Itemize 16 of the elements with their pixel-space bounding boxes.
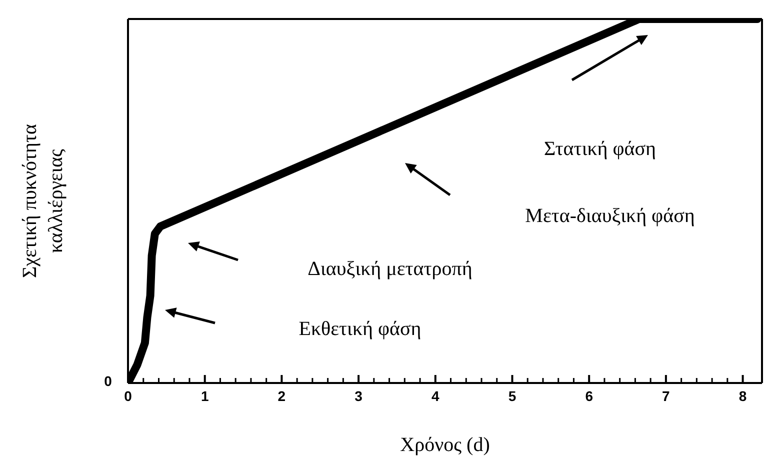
annotation: Εκθετική φάση <box>298 318 422 340</box>
x-tick-label: 8 <box>738 388 747 404</box>
annotation: Στατική φάση <box>544 138 656 160</box>
x-tick-label: 7 <box>662 388 670 404</box>
text: 0 <box>104 373 112 389</box>
x-tick-label: 4 <box>431 388 440 404</box>
x-tick-label: 6 <box>585 388 594 404</box>
x-tick-label: 0 <box>124 388 132 404</box>
y-axis-title: Σχετική πυκνότητα καλλιέργειας <box>19 123 67 278</box>
x-tick-label: 3 <box>354 388 363 404</box>
x-tick-label: 1 <box>200 388 209 404</box>
annotation: Μετα-διαυξική φάση <box>525 205 695 227</box>
annotation: Διαυξική μετατροπή <box>308 258 472 280</box>
x-tick-label: 2 <box>278 388 286 404</box>
x-axis-title: Χρόνος (d) <box>400 434 490 456</box>
x-tick-label: 5 <box>508 388 516 404</box>
